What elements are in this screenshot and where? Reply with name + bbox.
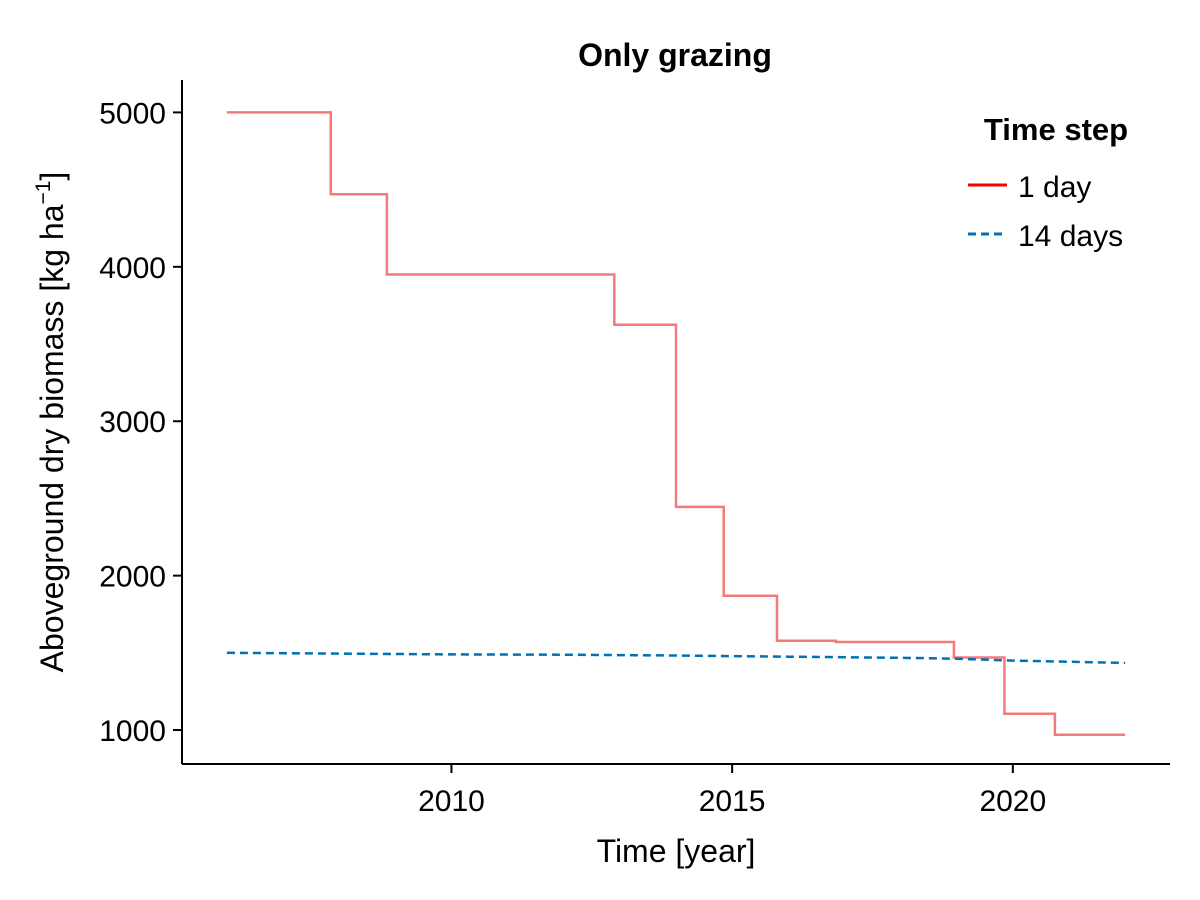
chart-title: Only grazing xyxy=(578,37,772,73)
plot-area: 1000 2000 3000 4000 5000 2010 2015 2020 xyxy=(99,80,1170,818)
y-tick-label: 4000 xyxy=(99,252,166,285)
x-tick-label: 2010 xyxy=(418,785,485,818)
x-tick-label: 2020 xyxy=(979,785,1046,818)
y-ticks: 1000 2000 3000 4000 5000 xyxy=(99,97,182,748)
series-line-14-days xyxy=(226,651,1126,665)
y-tick-label: 1000 xyxy=(99,715,166,748)
legend-label-14-days: 14 days xyxy=(1018,220,1123,253)
y-tick-label: 5000 xyxy=(99,97,166,130)
series-layer xyxy=(226,111,1126,736)
y-axis-label-main: Aboveground dry biomass [kg ha xyxy=(34,204,70,672)
y-tick-label: 3000 xyxy=(99,406,166,439)
x-axis-label: Time [year] xyxy=(597,833,756,869)
y-axis-label-end: ] xyxy=(34,172,70,181)
x-ticks: 2010 2015 2020 xyxy=(418,764,1046,818)
legend: Time step 1 day 14 days xyxy=(968,112,1128,253)
y-tick-label: 2000 xyxy=(99,561,166,594)
legend-label-1-day: 1 day xyxy=(1018,171,1091,204)
y-axis-label: Aboveground dry biomass [kg ha−1] xyxy=(32,172,70,673)
series-line-1-day xyxy=(226,111,1126,736)
x-tick-label: 2015 xyxy=(699,785,766,818)
y-axis-label-superscript: −1 xyxy=(32,181,55,205)
legend-title: Time step xyxy=(984,112,1128,147)
